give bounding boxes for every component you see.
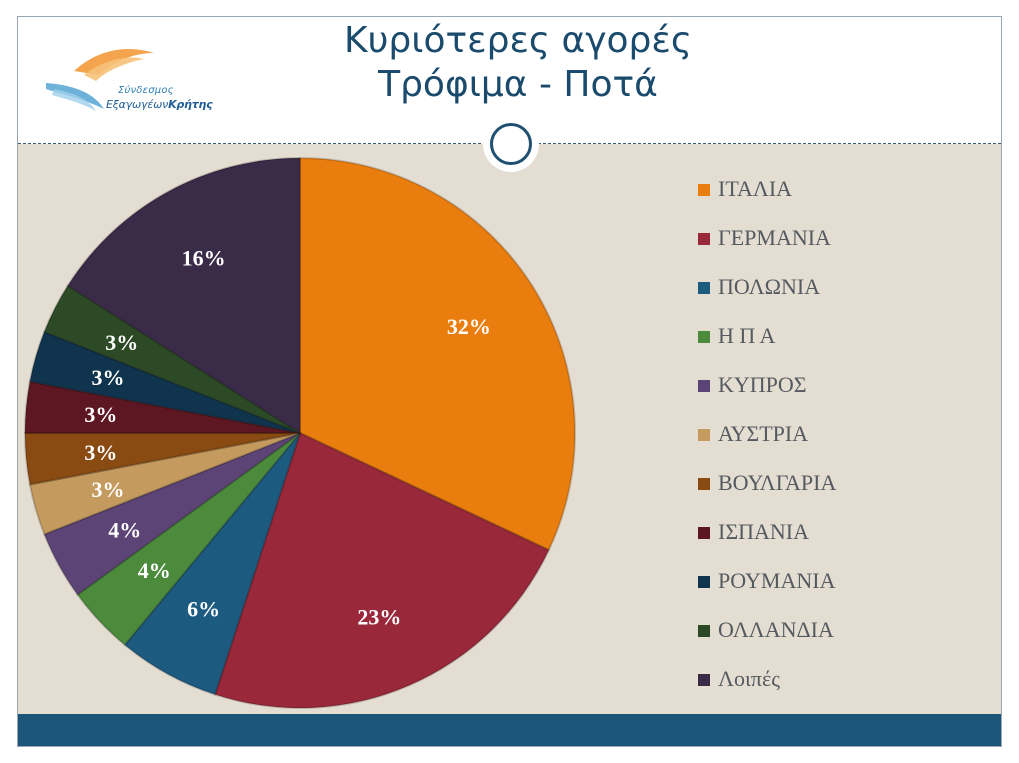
legend-swatch-6: [698, 429, 710, 441]
pie-slice-2: [213, 431, 551, 709]
legend-swatch-4: [698, 331, 710, 343]
legend-label-11: Λοιπές: [718, 666, 780, 691]
logo-text-line2: ΕξαγωγέωνΚρήτης: [106, 98, 213, 111]
legend-label-8: ΙΣΠΑΝΙΑ: [718, 519, 810, 544]
pie-slice-6: [28, 432, 301, 536]
logo-text-line2b: Κρήτης: [168, 98, 213, 111]
legend-swatch-8: [698, 527, 710, 539]
legend-swatch-5: [698, 380, 710, 392]
legend-label-6: ΑΥΣΤΡΙΑ: [718, 421, 809, 446]
pie-data-label-6: 3%: [91, 477, 124, 502]
legend-swatch-9: [698, 576, 710, 588]
legend-swatch-10: [698, 625, 710, 637]
pie-data-label-1: 32%: [447, 314, 491, 339]
pie-slice-11: [66, 156, 301, 435]
logo-swoosh-icon: [46, 48, 154, 111]
legend-swatch-2: [698, 233, 710, 245]
legend-label-3: ΠΟΛΩΝΙΑ: [718, 274, 821, 299]
title-line-2: Τρόφιμα - Ποτά: [378, 64, 658, 105]
legend-swatch-1: [698, 184, 710, 196]
pie-slice-4: [76, 432, 301, 647]
pie-data-label-8: 3%: [84, 402, 117, 427]
pie-slice-8: [23, 380, 301, 434]
pie-data-label-9: 3%: [91, 365, 124, 390]
pie-slice-3: [123, 432, 301, 696]
pie-data-label-4: 4%: [138, 558, 171, 583]
pie-data-label-5: 4%: [108, 517, 141, 542]
legend-label-7: ΒΟΥΛΓΑΡΙΑ: [718, 470, 837, 495]
legend-swatch-7: [698, 478, 710, 490]
logo: Σύνδεσμος ΕξαγωγέωνΚρήτης: [44, 43, 234, 113]
slide-header: Σύνδεσμος ΕξαγωγέωνΚρήτης Κυριότερες αγο…: [18, 17, 1001, 144]
legend-swatch-3: [698, 282, 710, 294]
title-line-1: Κυριότερες αγορές: [343, 20, 692, 61]
pie-data-label-11: 16%: [182, 246, 226, 271]
slide-title: Κυριότερες αγορές Τρόφιμα - Ποτά: [243, 19, 793, 107]
footer-bar: [18, 714, 1001, 746]
slide: Σύνδεσμος ΕξαγωγέωνΚρήτης Κυριότερες αγο…: [17, 16, 1002, 747]
legend-label-4: Η Π Α: [718, 323, 776, 348]
logo-text-line1: Σύνδεσμος: [118, 85, 174, 96]
header-ring-ornament: [483, 116, 539, 172]
pie-slice-10: [43, 284, 301, 434]
legend-label-9: ΡΟΥΜΑΝΙΑ: [718, 568, 836, 593]
legend-label-2: ΓΕΡΜΑΝΙΑ: [718, 225, 831, 250]
pie-data-label-3: 6%: [187, 596, 220, 621]
pie-slice-9: [28, 330, 301, 434]
pie-chart: 32% 23% 6% 4% 4% 3% 3% 3% 3% 3% 16%: [23, 156, 576, 709]
legend-swatch-11: [698, 674, 710, 686]
pie-data-label-2: 23%: [357, 605, 401, 630]
logo-text-line2a: Εξαγωγέων: [106, 98, 169, 111]
pie-data-label-7: 3%: [84, 440, 117, 465]
pie-data-label-10: 3%: [105, 330, 138, 355]
pie-slice-5: [43, 432, 301, 597]
legend-label-5: ΚΥΠΡΟΣ: [718, 372, 807, 397]
legend-label-10: ΟΛΛΑΝΔΙΑ: [718, 617, 834, 642]
legend-label-1: ΙΤΑΛΙΑ: [718, 176, 793, 201]
pie-slice-1: [299, 156, 576, 552]
pie-slice-7: [23, 432, 301, 486]
